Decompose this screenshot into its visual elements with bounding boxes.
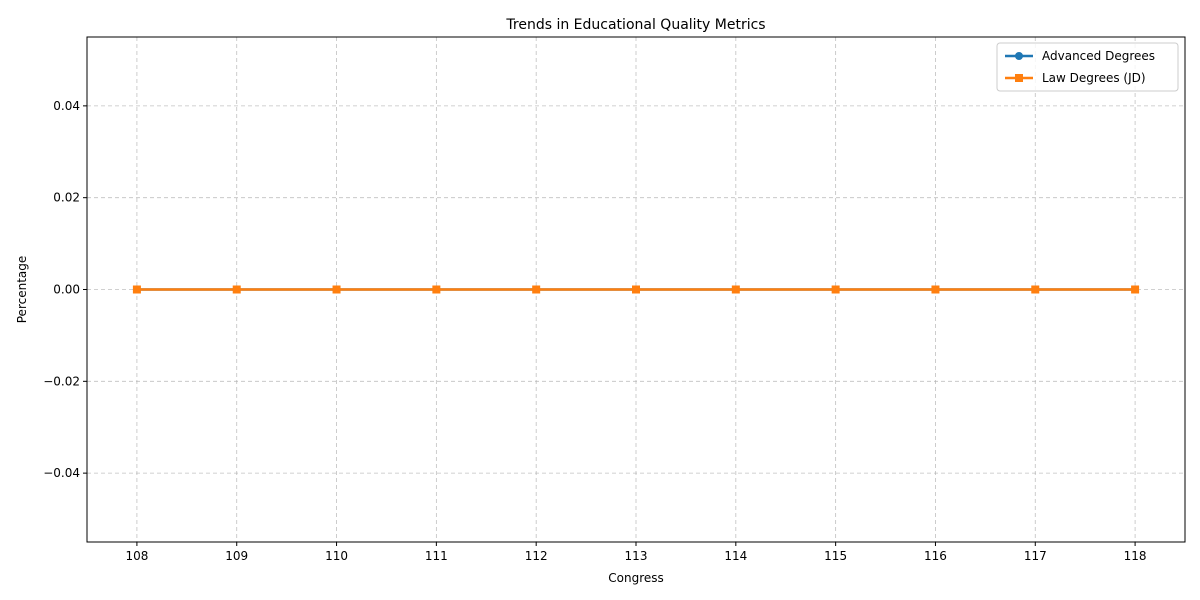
- series-layer: [132, 285, 1140, 294]
- data-point: [831, 285, 840, 294]
- x-tick-label: 112: [525, 549, 548, 563]
- series-2: [132, 285, 1140, 294]
- data-point: [232, 285, 241, 294]
- legend: Advanced Degrees Law Degrees (JD): [996, 42, 1179, 92]
- y-tick-label: 0.04: [53, 99, 80, 113]
- legend-item: Law Degrees (JD): [1005, 71, 1146, 85]
- x-tick-label: 109: [225, 549, 248, 563]
- y-tick-label: −0.02: [43, 374, 80, 388]
- legend-label: Advanced Degrees: [1042, 49, 1155, 63]
- data-point: [731, 285, 740, 294]
- y-axis-title: Percentage: [15, 256, 29, 324]
- data-point: [1131, 285, 1140, 294]
- x-tick-label: 118: [1124, 549, 1147, 563]
- data-point: [332, 285, 341, 294]
- x-tick-label: 113: [625, 549, 648, 563]
- x-tick-label: 116: [924, 549, 947, 563]
- y-tick-label: 0.00: [53, 283, 80, 297]
- legend-label: Law Degrees (JD): [1042, 71, 1146, 85]
- data-point: [132, 285, 141, 294]
- y-tick-label: −0.04: [43, 466, 80, 480]
- x-tick-label: 115: [824, 549, 847, 563]
- x-axis-title: Congress: [608, 571, 664, 585]
- x-tick-label: 111: [425, 549, 448, 563]
- data-point: [432, 285, 441, 294]
- x-tick-label: 110: [325, 549, 348, 563]
- data-point: [632, 285, 640, 294]
- y-axis: −0.04 −0.02 0.00 0.02 0.04: [43, 99, 87, 480]
- legend-item: Advanced Degrees: [1005, 49, 1155, 63]
- legend-marker: [1015, 74, 1023, 82]
- legend-marker: [1015, 52, 1023, 60]
- chart-title: Trends in Educational Quality Metrics: [505, 17, 765, 33]
- data-point: [1031, 285, 1040, 294]
- data-point: [931, 285, 940, 294]
- y-tick-label: 0.02: [53, 191, 80, 205]
- x-tick-label: 117: [1024, 549, 1047, 563]
- legend-box: [996, 42, 1179, 92]
- data-point: [532, 285, 541, 294]
- x-axis: 108 109 110 111 112 113 114 115 116 117 118: [125, 542, 1147, 563]
- x-tick-label: 108: [125, 549, 148, 563]
- x-tick-label: 114: [724, 549, 747, 563]
